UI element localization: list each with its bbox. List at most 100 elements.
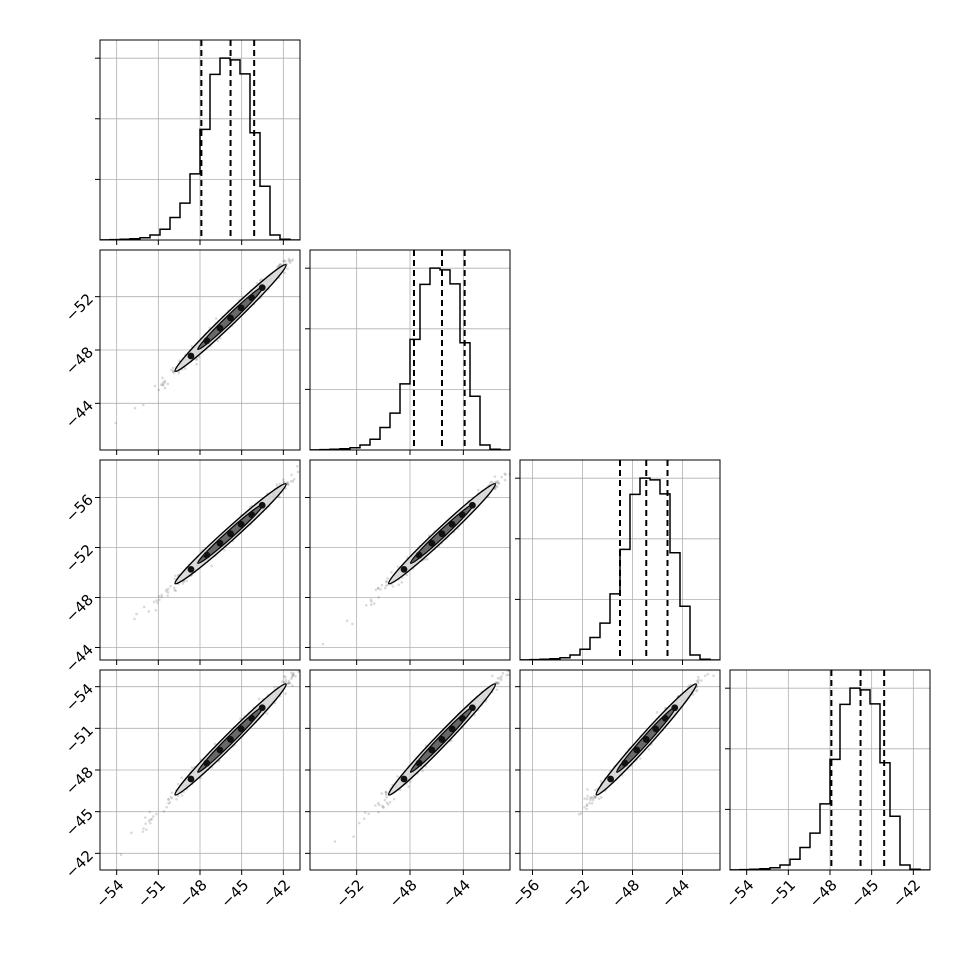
- sample-point-3-2-389: [597, 797, 601, 801]
- sample-point-2-1-47: [513, 469, 516, 472]
- sample-point-1-0-261: [258, 279, 262, 282]
- sample-point-1-0-257: [163, 381, 167, 384]
- sample-point-2-0-145: [306, 462, 309, 465]
- sample-point-2-1-256: [372, 602, 376, 605]
- sample-point-2-1-366: [527, 455, 530, 458]
- sample-point-3-0-168: [291, 674, 295, 678]
- sample-point-3-1-280: [374, 804, 377, 807]
- sample-point-3-1-124: [333, 840, 337, 843]
- sample-point-3-2-189: [695, 679, 699, 683]
- panel-0-0: [95, 39, 301, 245]
- sample-point-1-0-329: [163, 386, 167, 390]
- y-tick-label-1-2: −52: [62, 290, 97, 325]
- density-dot-3-1-1: [415, 759, 423, 767]
- sample-point-3-0-368: [273, 701, 277, 705]
- y-tick-label-3-1: −45: [62, 805, 97, 840]
- density-dot-1-0-2: [216, 324, 224, 332]
- sample-point-1-0-279: [171, 366, 175, 370]
- sample-point-1-0-287: [260, 277, 264, 281]
- sample-point-3-2-32: [590, 801, 594, 805]
- y-tick-label-3-4: −54: [62, 680, 97, 715]
- density-dot-3-1-6: [469, 704, 476, 712]
- sample-point-1-0-40: [277, 264, 281, 268]
- sample-point-3-0-73: [239, 717, 242, 720]
- density-dot-2-1-4: [448, 520, 456, 528]
- sample-point-1-0-223: [321, 230, 324, 233]
- sample-point-2-1-138: [524, 450, 527, 453]
- sample-point-3-1-141: [385, 801, 389, 805]
- sample-point-3-1-392: [505, 673, 508, 677]
- sample-point-1-0-260: [287, 257, 291, 261]
- sample-point-3-0-177: [291, 684, 294, 687]
- sample-point-2-1-323: [528, 452, 531, 455]
- sample-point-2-1-308: [364, 603, 368, 607]
- x-tick-label-3-0: −54: [722, 876, 757, 911]
- x-tick-label-3-2: −48: [806, 876, 841, 911]
- sample-point-1-0-122: [153, 384, 157, 388]
- sample-point-2-1-382: [515, 464, 518, 467]
- sample-point-3-2-409: [591, 798, 595, 802]
- sample-point-3-0-113: [180, 776, 183, 779]
- sample-point-3-0-131: [302, 662, 305, 665]
- sample-point-2-0-263: [133, 617, 136, 621]
- sample-point-3-2-47: [728, 648, 731, 651]
- density-dot-3-0-2: [216, 746, 224, 754]
- sample-point-3-2-82: [712, 674, 715, 678]
- sample-point-2-1-241: [376, 587, 380, 590]
- sample-point-2-0-298: [142, 605, 146, 609]
- sample-point-2-0-215: [172, 586, 176, 590]
- y-tick-label-2-1: −48: [62, 591, 97, 626]
- sample-point-2-0-364: [278, 495, 281, 499]
- density-dot-3-1-4: [448, 725, 456, 733]
- density-dot-2-0-5: [248, 511, 256, 519]
- sample-point-3-1-363: [377, 810, 380, 814]
- sample-point-1-0-357: [161, 381, 165, 385]
- x-tick-label-0-2: −48: [176, 876, 211, 911]
- x-tick-label-3-4: −42: [889, 876, 924, 911]
- sample-point-1-0-237: [297, 245, 300, 248]
- sample-point-3-2-98: [743, 634, 746, 637]
- sample-point-3-1-325: [384, 790, 388, 794]
- sample-point-3-0-220: [284, 692, 287, 696]
- sample-point-2-0-118: [333, 436, 336, 439]
- density-dot-3-1-3: [438, 736, 446, 743]
- sample-point-2-0-77: [174, 589, 178, 592]
- sample-point-3-0-339: [175, 797, 178, 801]
- sample-point-3-0-21: [283, 674, 286, 678]
- density-dot-2-1-3: [438, 530, 446, 538]
- y-tick-label-3-2: −48: [62, 763, 97, 798]
- sample-point-2-1-111: [391, 585, 395, 588]
- sample-point-1-0-160: [172, 369, 175, 373]
- sample-point-1-0-184: [195, 357, 199, 361]
- sample-point-3-1-265: [392, 797, 396, 801]
- sample-point-3-0-124: [213, 742, 217, 746]
- sample-point-1-0-222: [284, 260, 287, 263]
- sample-point-3-0-120: [291, 673, 295, 677]
- density-dot-3-2-2: [633, 746, 641, 754]
- sample-point-2-0-8: [278, 482, 282, 486]
- sample-point-3-1-409: [497, 681, 500, 684]
- y-tick-label-3-0: −42: [62, 847, 97, 882]
- density-dot-2-1-2: [428, 539, 436, 547]
- sample-point-3-0-379: [162, 810, 166, 813]
- sample-point-3-1-334: [490, 674, 494, 678]
- sample-point-3-0-172: [170, 791, 174, 795]
- sample-point-1-0-319: [183, 367, 187, 370]
- sample-point-3-2-198: [691, 693, 695, 696]
- sample-point-2-0-178: [160, 595, 163, 599]
- sample-point-3-1-309: [363, 811, 367, 814]
- sample-point-3-1-9: [384, 793, 388, 797]
- density-dot-3-2-1: [621, 759, 629, 767]
- sample-point-3-1-175: [527, 652, 530, 655]
- sample-point-3-0-390: [176, 794, 180, 798]
- x-tick-label-3-1: −51: [764, 876, 799, 911]
- sample-point-2-0-419: [157, 594, 161, 598]
- sample-point-2-0-418: [275, 483, 279, 486]
- sample-point-3-1-419: [506, 670, 510, 673]
- sample-point-2-1-199: [370, 600, 373, 603]
- sample-point-3-2-371: [721, 655, 724, 658]
- sample-point-3-0-23: [144, 822, 148, 825]
- sample-point-2-1-236: [497, 482, 501, 486]
- sample-point-2-0-108: [152, 600, 156, 604]
- sample-point-2-0-368: [169, 584, 172, 588]
